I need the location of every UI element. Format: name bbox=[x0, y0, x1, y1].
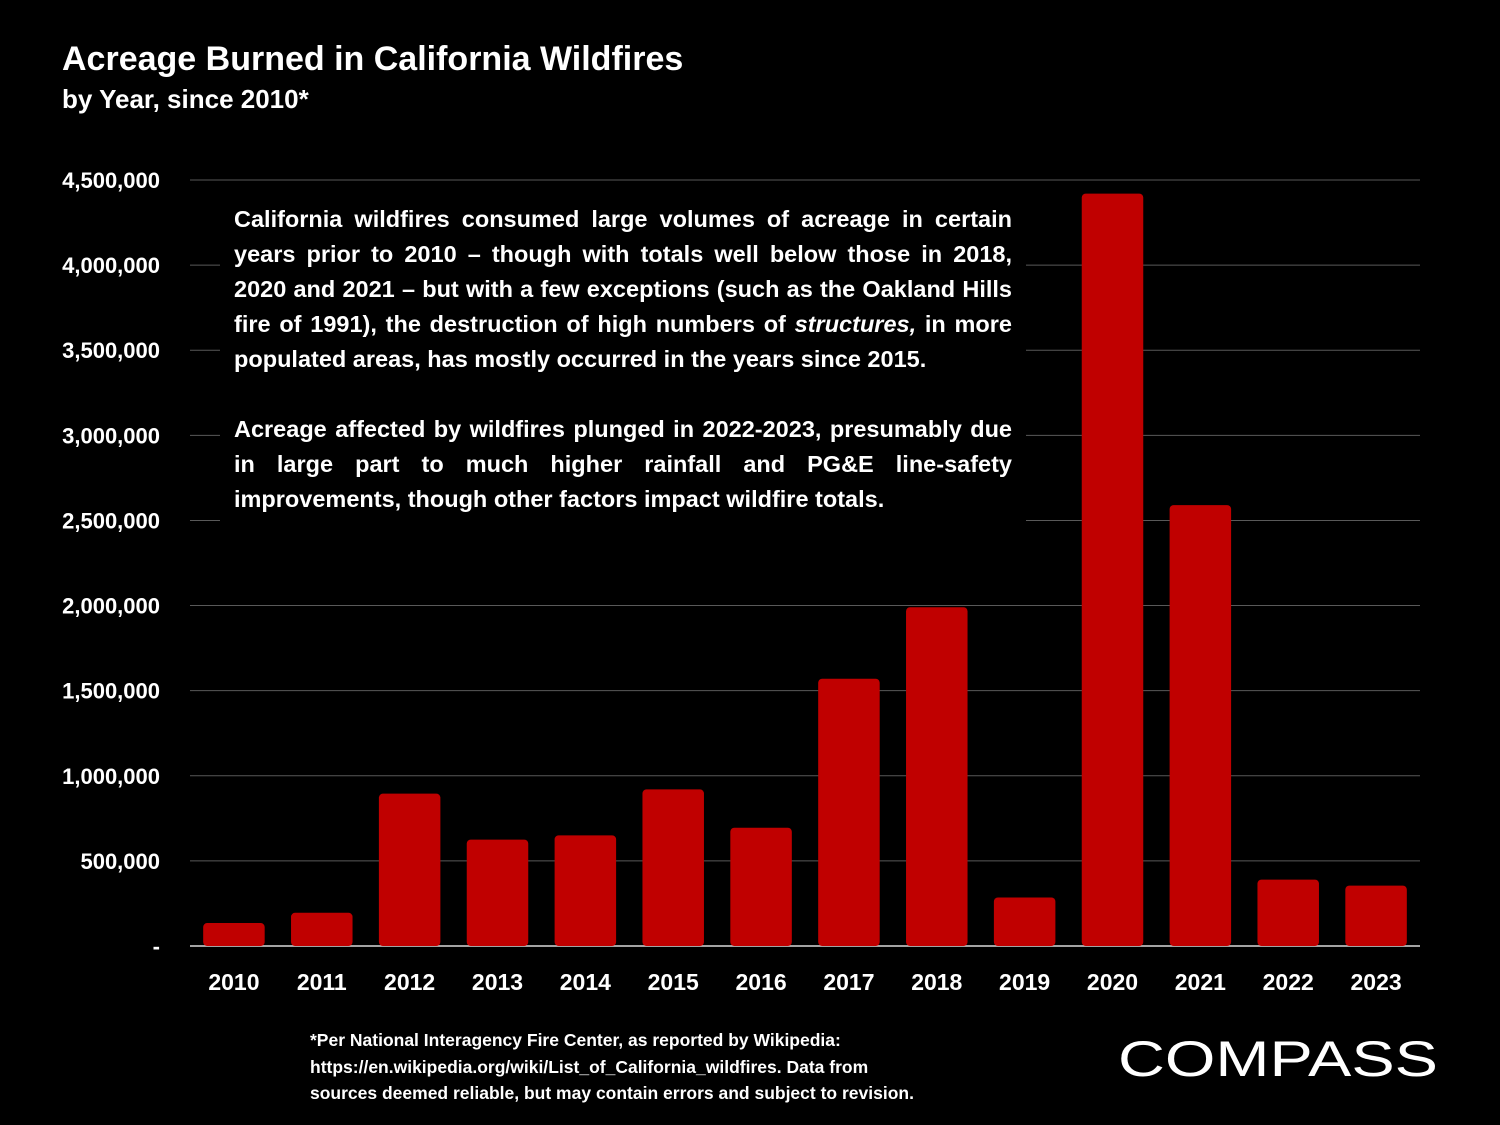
bar-2012 bbox=[378, 793, 441, 946]
y-tick-label: 1,000,000 bbox=[62, 764, 160, 789]
annotation-paragraph-2: Acreage affected by wildfires plunged in… bbox=[234, 416, 1012, 512]
y-tick-label: 2,500,000 bbox=[62, 508, 160, 533]
x-tick-label: 2012 bbox=[384, 969, 435, 995]
footnote-line-2: https://en.wikipedia.org/wiki/List_of_Ca… bbox=[310, 1056, 869, 1077]
x-tick-label: 2022 bbox=[1263, 969, 1314, 995]
bar-2013 bbox=[466, 839, 529, 946]
bar-2022 bbox=[1257, 879, 1319, 946]
bar-2021 bbox=[1169, 505, 1232, 946]
footnote-line-3: sources deemed reliable, but may contain… bbox=[310, 1083, 914, 1103]
source-footnote: *Per National Interagency Fire Center, a… bbox=[310, 1027, 1000, 1107]
annotation-paragraph-1: California wildfires consumed large volu… bbox=[234, 202, 1012, 377]
y-tick-label: 4,500,000 bbox=[62, 168, 160, 193]
annotation-emphasis: structures, bbox=[794, 311, 917, 337]
annotation-paragraph-1-end: in more populated areas, has mostly occu… bbox=[234, 311, 1012, 372]
compass-logo-wordmark: COMPASS bbox=[1118, 1031, 1438, 1084]
x-tick-label: 2019 bbox=[999, 969, 1050, 995]
x-tick-label: 2013 bbox=[472, 969, 523, 995]
x-tick-label: 2017 bbox=[823, 969, 874, 995]
bar-2023 bbox=[1345, 885, 1407, 946]
y-tick-label: 4,000,000 bbox=[62, 253, 160, 278]
x-tick-label: 2011 bbox=[297, 969, 347, 995]
x-tick-label: 2016 bbox=[735, 969, 786, 995]
bar-series bbox=[203, 193, 1407, 946]
x-tick-label: 2015 bbox=[648, 969, 699, 995]
y-tick-label: 1,500,000 bbox=[62, 679, 160, 704]
x-tick-label: 2023 bbox=[1350, 969, 1401, 995]
bar-2016 bbox=[730, 827, 792, 946]
bar-2018 bbox=[906, 607, 968, 946]
bar-2019 bbox=[993, 897, 1056, 946]
y-tick-label: 2,000,000 bbox=[62, 594, 160, 619]
x-tick-label: 2020 bbox=[1087, 969, 1138, 995]
x-axis-tick-labels: 2010 2011 2012 2013 2014 2015 2016 2017 2018 2019… bbox=[208, 969, 1401, 995]
footnote-line-1: *Per National Interagency Fire Center, a… bbox=[310, 1030, 841, 1050]
y-tick-label: - bbox=[153, 934, 160, 959]
x-tick-label: 2018 bbox=[911, 969, 962, 995]
chart-title: Acreage Burned in California Wildfires bbox=[62, 40, 684, 78]
chart-subtitle: by Year, since 2010* bbox=[62, 84, 309, 114]
x-tick-label: 2021 bbox=[1175, 969, 1226, 995]
bar-2020 bbox=[1081, 193, 1144, 946]
bar-2014 bbox=[554, 835, 617, 946]
bar-2017 bbox=[818, 678, 880, 946]
bar-2010 bbox=[203, 923, 265, 946]
compass-logo: COMPASS bbox=[1118, 1031, 1438, 1084]
annotation-paragraph-1-start: California wildfires consumed large volu… bbox=[234, 206, 1012, 337]
bar-2011 bbox=[291, 912, 353, 946]
y-tick-label: 3,500,000 bbox=[62, 338, 160, 363]
bar-2015 bbox=[642, 789, 704, 946]
y-tick-label: 500,000 bbox=[80, 849, 160, 874]
y-axis-tick-labels: - 500,000 1,000,000 1,500,000 2,000,000 2,500… bbox=[62, 168, 160, 959]
x-tick-label: 2014 bbox=[560, 969, 611, 995]
y-tick-label: 3,000,000 bbox=[62, 423, 160, 448]
annotation-text-box: California wildfires consumed large volu… bbox=[220, 196, 1026, 523]
x-tick-label: 2010 bbox=[208, 969, 259, 995]
